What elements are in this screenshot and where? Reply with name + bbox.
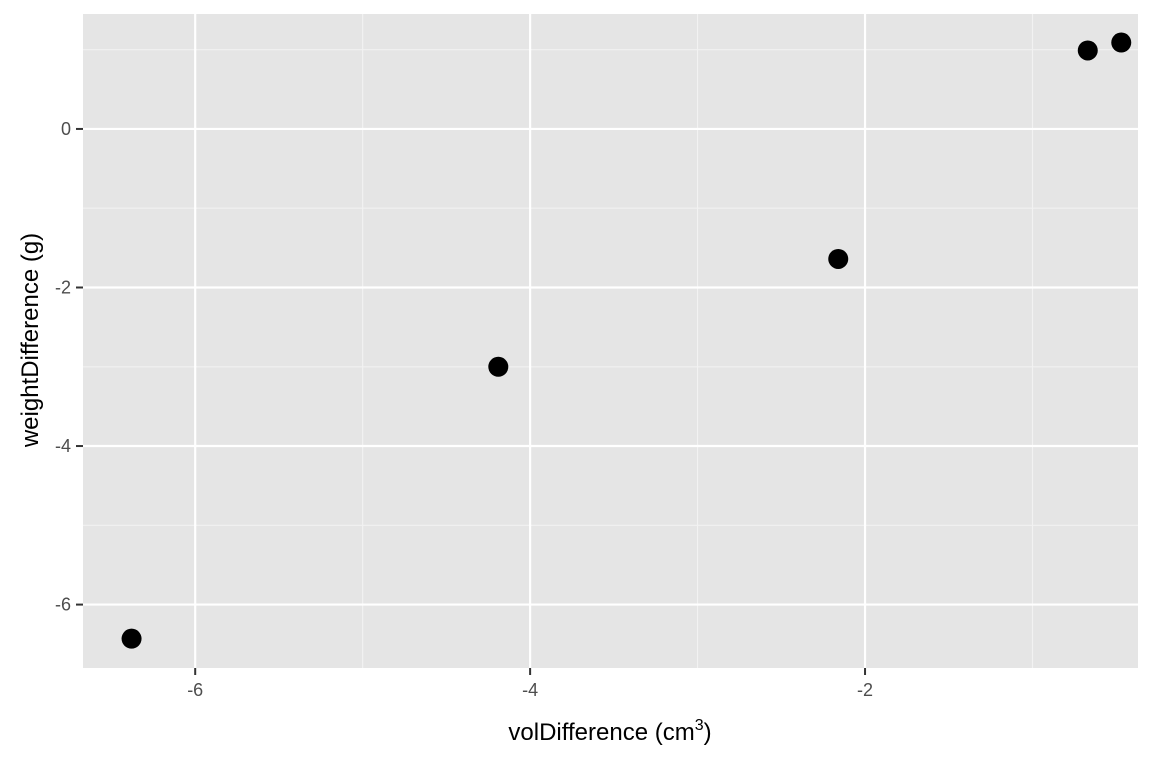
y-tick-label: -2 — [55, 277, 71, 297]
data-point — [1111, 32, 1132, 53]
data-point — [488, 356, 509, 377]
y-axis: -6 -4 -2 0 — [55, 119, 83, 615]
plot-panel — [83, 14, 1138, 668]
data-points — [121, 32, 1132, 649]
y-tick-label: 0 — [61, 119, 71, 139]
y-axis-title: weightDifference (g) — [17, 233, 44, 448]
x-tick-label: -4 — [522, 680, 538, 700]
data-point — [828, 248, 849, 269]
data-point — [121, 628, 142, 649]
y-tick-label: -4 — [55, 436, 71, 456]
major-gridlines — [83, 14, 1138, 668]
x-axis-title: volDifference (cm3) — [508, 717, 711, 746]
data-point — [1077, 40, 1098, 61]
x-axis: -6 -4 -2 — [187, 668, 873, 700]
minor-gridlines — [83, 14, 1138, 668]
y-tick-label: -6 — [55, 595, 71, 615]
x-tick-label: -6 — [187, 680, 203, 700]
x-tick-label: -2 — [857, 680, 873, 700]
